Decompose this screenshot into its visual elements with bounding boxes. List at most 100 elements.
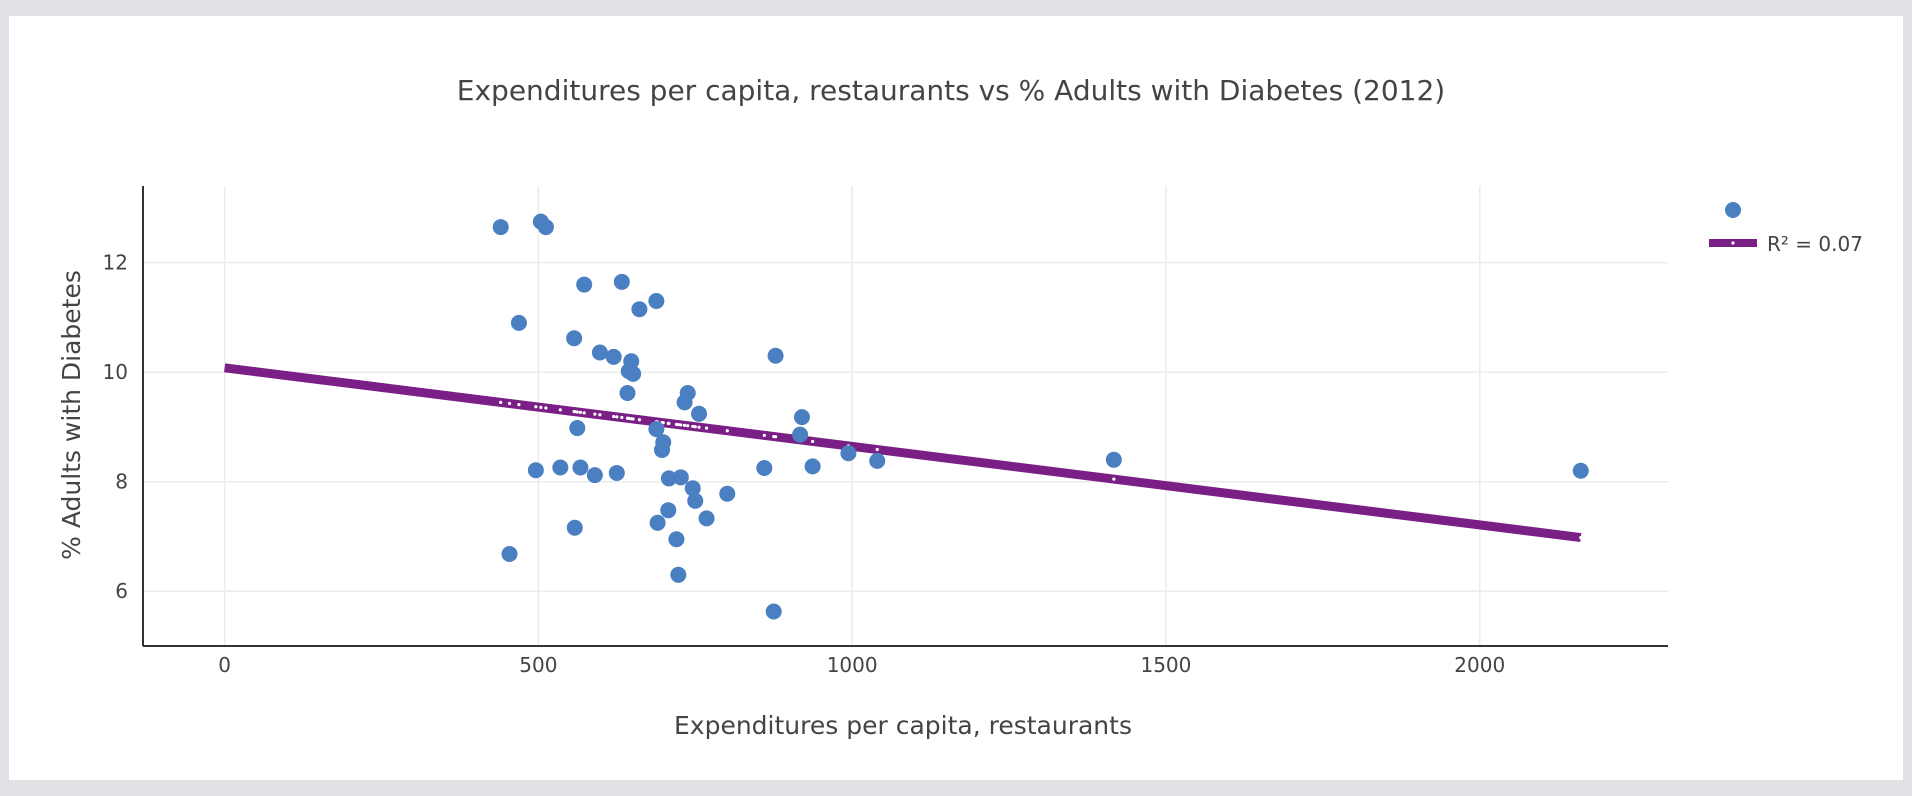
data-point	[631, 301, 648, 318]
trendline-marker	[558, 408, 562, 412]
trendline-marker	[631, 417, 635, 421]
trendline-marker	[762, 433, 766, 437]
data-point	[793, 409, 810, 426]
y-axis-title: % Adults with Diabetes	[57, 270, 86, 560]
data-point	[569, 420, 586, 437]
data-point	[1105, 451, 1122, 468]
data-point	[566, 519, 583, 536]
data-point	[537, 219, 554, 236]
data-point	[625, 365, 642, 382]
trendline-marker	[725, 429, 729, 433]
data-point	[687, 492, 704, 509]
trendline-marker	[686, 424, 690, 428]
data-point	[613, 273, 630, 290]
data-point	[654, 441, 671, 458]
data-point	[1572, 462, 1589, 479]
data-point	[572, 459, 589, 476]
trendline-marker	[578, 410, 583, 414]
data-point	[756, 460, 773, 477]
trendline-marker	[637, 418, 642, 422]
data-point	[605, 348, 622, 365]
legend-marker-points	[1725, 202, 1741, 218]
data-point	[552, 459, 569, 476]
legend-marker-trendline-dot	[1731, 241, 1735, 245]
data-point	[668, 531, 685, 548]
data-point	[648, 421, 665, 438]
data-point	[660, 470, 677, 487]
data-point	[672, 469, 689, 486]
data-point	[792, 426, 809, 443]
trendline-marker	[582, 411, 586, 415]
x-tick-label: 1000	[827, 653, 878, 677]
data-point	[660, 502, 677, 519]
x-tick-label: 1500	[1140, 653, 1191, 677]
data-point	[676, 394, 693, 411]
trendline-marker	[507, 401, 512, 406]
data-point	[670, 566, 687, 583]
trendline-marker	[693, 425, 697, 429]
trendline-marker	[676, 423, 680, 427]
data-point	[765, 603, 782, 620]
trendline-marker	[534, 405, 538, 409]
trendline-marker	[517, 403, 521, 407]
trendline-marker	[679, 423, 683, 427]
trendline-marker	[539, 405, 543, 410]
y-tick-label: 12	[103, 251, 128, 275]
data-point	[698, 510, 715, 527]
data-point	[566, 330, 583, 347]
legend: R² = 0.07	[1709, 202, 1863, 256]
y-tick-label: 10	[103, 360, 128, 384]
trendline-marker	[573, 410, 577, 414]
trendline-marker	[1112, 477, 1116, 481]
data-point	[501, 546, 518, 562]
data-point	[869, 452, 886, 469]
y-tick-label: 6	[115, 579, 128, 603]
chart-title: Expenditures per capita, restaurants vs …	[457, 74, 1445, 107]
trendline-marker	[811, 439, 815, 444]
trendline-marker	[598, 413, 602, 417]
trendline-marker	[544, 406, 548, 410]
trendline-marker	[691, 424, 695, 429]
trendline-marker	[612, 414, 616, 419]
data-point	[619, 385, 636, 401]
data-point	[649, 514, 666, 531]
chart-card	[9, 16, 1903, 780]
data-point	[691, 405, 708, 422]
data-point	[586, 467, 603, 484]
x-tick-label: 500	[519, 653, 557, 677]
data-point	[527, 462, 544, 479]
trendline-marker	[625, 416, 630, 420]
trendline-marker	[1579, 535, 1583, 540]
data-point	[492, 219, 509, 236]
trendline-marker	[593, 412, 597, 416]
trendline-marker	[575, 410, 579, 414]
data-point	[648, 293, 665, 309]
legend-label-trendline: R² = 0.07	[1767, 232, 1863, 256]
data-point	[719, 485, 736, 502]
data-point	[510, 314, 527, 331]
trendline-marker	[682, 423, 687, 427]
grid	[143, 186, 1668, 646]
x-tick-label: 2000	[1454, 653, 1505, 677]
data-point	[684, 480, 701, 497]
x-tick-label: 0	[218, 653, 231, 677]
data-point	[591, 344, 608, 361]
trendline-marker	[704, 426, 709, 430]
x-axis-title: Expenditures per capita, restaurants	[674, 711, 1132, 740]
trendline-marker	[772, 434, 776, 439]
data-point	[608, 464, 625, 481]
axes: 0 500 1000 1500 2000 6 8 10 12	[103, 186, 1668, 677]
y-tick-label: 8	[115, 470, 128, 494]
points-layer	[492, 213, 1589, 620]
trendline-marker	[666, 421, 670, 425]
data-point	[804, 458, 821, 475]
trendline-layer	[224, 363, 1583, 543]
trendline-marker	[499, 400, 503, 404]
trendline-marker	[615, 415, 619, 419]
data-point	[576, 276, 593, 293]
trendline-marker	[620, 415, 624, 420]
data-point	[767, 347, 784, 364]
trendline-marker	[875, 447, 879, 452]
data-point	[840, 445, 857, 462]
